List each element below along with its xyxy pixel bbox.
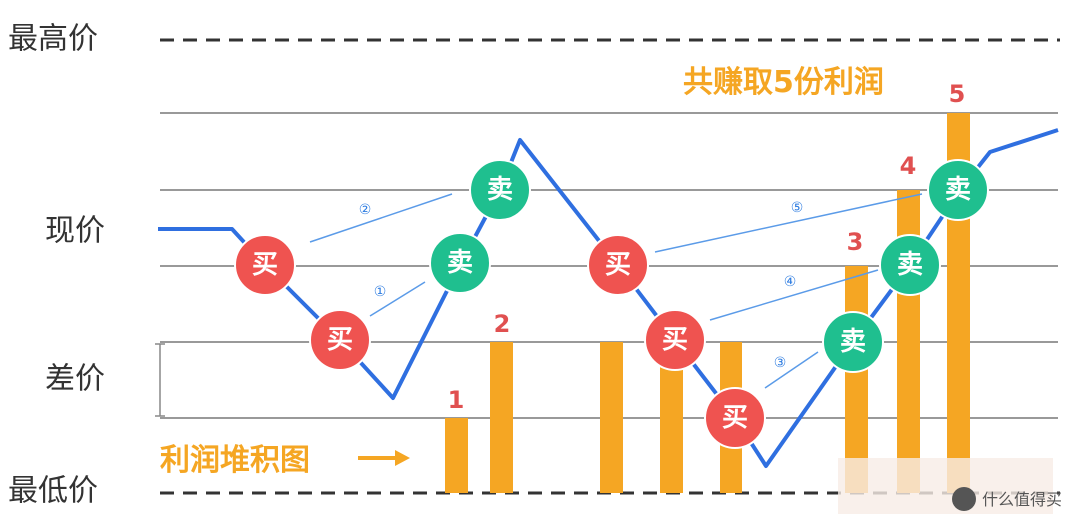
- watermark-text: 什么值得买: [982, 490, 1062, 509]
- sell-marker: [879, 234, 941, 296]
- sell-label: 卖: [447, 248, 473, 278]
- trade-step: ④: [784, 274, 797, 290]
- sell-marker: [822, 311, 884, 373]
- buy-label: 买: [722, 403, 748, 433]
- stack-arrow: [358, 450, 410, 466]
- profit-count: 2: [494, 310, 511, 338]
- profit-bar: [660, 342, 683, 493]
- trade-arrows: [309, 193, 923, 389]
- sell-label: 卖: [897, 250, 923, 280]
- profit-count: 5: [949, 80, 966, 108]
- profit-bar: [445, 418, 468, 493]
- buy-marker: [587, 234, 649, 296]
- level-label: 最高价: [8, 22, 98, 57]
- sell-marker: [927, 159, 989, 221]
- buy-label: 买: [252, 250, 278, 280]
- sell-marker: [469, 159, 531, 221]
- sell-label: 卖: [840, 327, 866, 357]
- profit-count: 4: [900, 152, 917, 180]
- sell-label: 卖: [945, 175, 971, 205]
- buy-marker: [234, 234, 296, 296]
- stack-label: 利润堆积图: [160, 443, 310, 478]
- buy-label: 买: [662, 325, 688, 355]
- level-label: 差价: [45, 362, 105, 397]
- watermark: 什么值得买: [838, 458, 1062, 514]
- level-label: 最低价: [8, 474, 98, 509]
- profit-bars: [445, 113, 970, 493]
- buy-marker: [644, 309, 706, 371]
- trade-step: ③: [774, 355, 787, 371]
- buy-label: 买: [327, 325, 353, 355]
- profit-bar: [490, 342, 513, 493]
- profit-bar: [600, 342, 623, 493]
- buy-marker: [309, 309, 371, 371]
- spread-bracket: [155, 343, 165, 417]
- buy-marker: [704, 387, 766, 449]
- trade-step: ⑤: [791, 200, 804, 216]
- sell-marker: [429, 232, 491, 294]
- trade-step: ②: [359, 202, 372, 218]
- sell-label: 卖: [487, 175, 513, 205]
- title: 共赚取5份利润: [683, 65, 884, 100]
- buy-label: 买: [605, 250, 631, 280]
- profit-count: 3: [847, 228, 864, 256]
- trade-step: ①: [374, 284, 387, 300]
- profit-count: 1: [448, 386, 465, 414]
- level-label: 现价: [45, 214, 105, 249]
